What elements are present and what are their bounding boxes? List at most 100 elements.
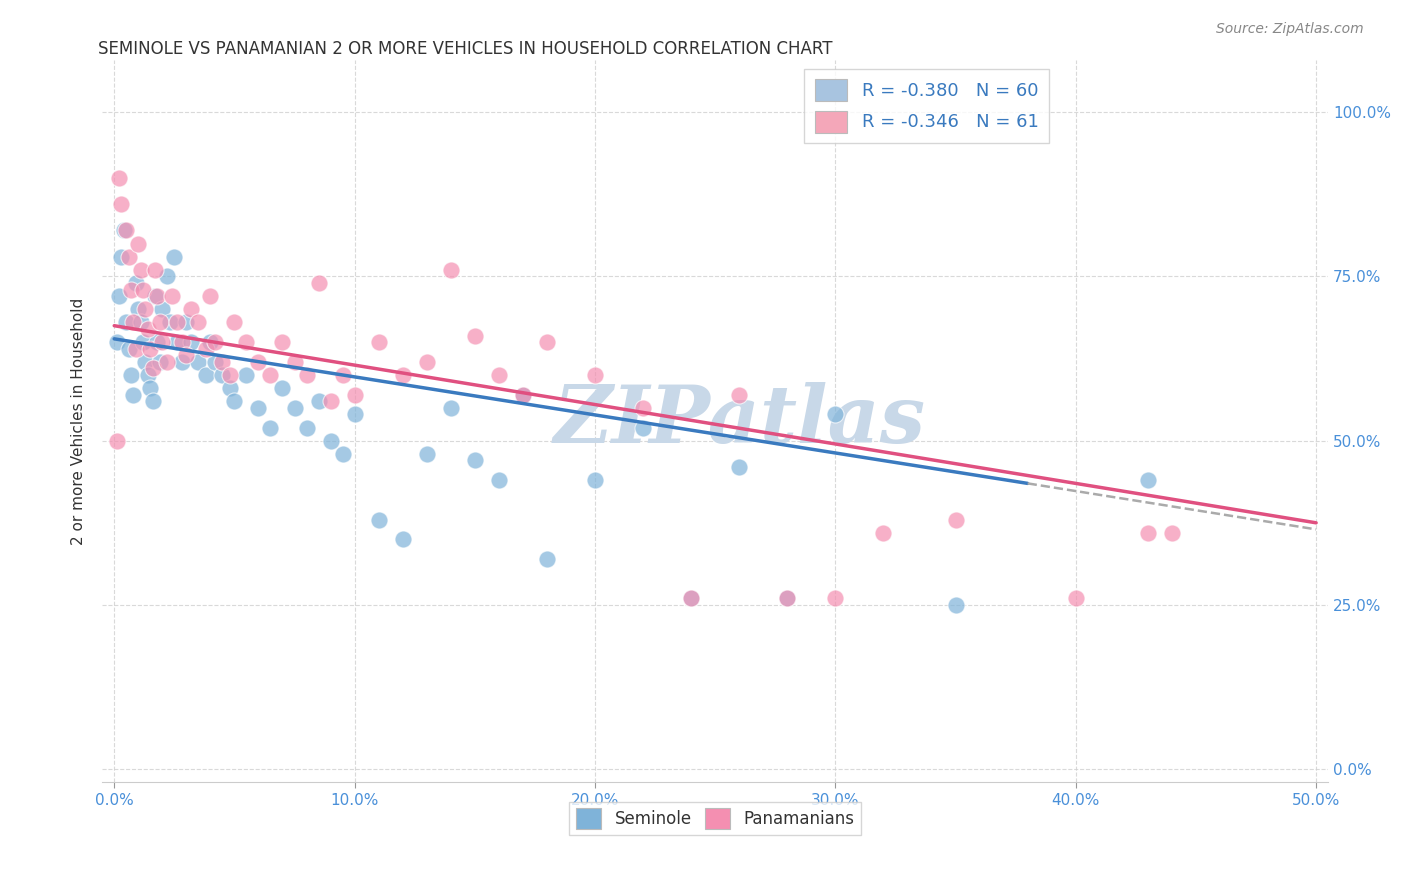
Point — [283, 355, 305, 369]
Point — [143, 289, 166, 303]
Point — [176, 315, 198, 329]
Y-axis label: 2 or more Vehicles in Household: 2 or more Vehicles in Household — [72, 297, 86, 545]
Point — [115, 315, 138, 329]
Point — [343, 387, 366, 401]
Point — [776, 591, 799, 606]
Point — [1136, 473, 1159, 487]
Point — [134, 355, 156, 369]
Point — [218, 368, 240, 382]
Text: ZIPatlas: ZIPatlas — [554, 383, 925, 459]
Point — [224, 394, 246, 409]
Point — [367, 512, 389, 526]
Point — [150, 302, 173, 317]
Point — [200, 335, 222, 350]
Point — [391, 533, 413, 547]
Point — [416, 355, 439, 369]
Point — [125, 276, 148, 290]
Text: SEMINOLE VS PANAMANIAN 2 OR MORE VEHICLES IN HOUSEHOLD CORRELATION CHART: SEMINOLE VS PANAMANIAN 2 OR MORE VEHICLE… — [98, 40, 832, 58]
Point — [142, 361, 165, 376]
Point — [824, 591, 846, 606]
Point — [129, 263, 152, 277]
Point — [194, 368, 217, 382]
Point — [194, 342, 217, 356]
Point — [139, 342, 162, 356]
Point — [224, 315, 246, 329]
Point — [125, 342, 148, 356]
Point — [108, 289, 131, 303]
Point — [129, 315, 152, 329]
Point — [204, 355, 226, 369]
Point — [776, 591, 799, 606]
Point — [536, 552, 558, 566]
Point — [146, 289, 169, 303]
Point — [367, 335, 389, 350]
Point — [211, 368, 233, 382]
Point — [464, 453, 486, 467]
Point — [112, 223, 135, 237]
Point — [120, 283, 142, 297]
Point — [134, 302, 156, 317]
Point — [824, 408, 846, 422]
Point — [166, 315, 188, 329]
Point — [156, 269, 179, 284]
Point — [319, 434, 342, 448]
Point — [160, 289, 183, 303]
Point — [139, 381, 162, 395]
Point — [118, 342, 141, 356]
Point — [259, 420, 281, 434]
Point — [149, 355, 172, 369]
Point — [143, 263, 166, 277]
Point — [536, 335, 558, 350]
Point — [170, 335, 193, 350]
Point — [512, 387, 534, 401]
Point — [283, 401, 305, 415]
Point — [120, 368, 142, 382]
Point — [176, 348, 198, 362]
Point — [110, 250, 132, 264]
Point — [488, 473, 510, 487]
Point — [110, 197, 132, 211]
Point — [295, 368, 318, 382]
Point — [416, 447, 439, 461]
Point — [1064, 591, 1087, 606]
Point — [132, 283, 155, 297]
Point — [108, 170, 131, 185]
Point — [159, 315, 181, 329]
Point — [319, 394, 342, 409]
Point — [583, 368, 606, 382]
Point — [343, 408, 366, 422]
Point — [218, 381, 240, 395]
Point — [728, 387, 751, 401]
Point — [872, 525, 894, 540]
Point — [166, 335, 188, 350]
Point — [247, 355, 270, 369]
Point — [308, 394, 330, 409]
Point — [945, 512, 967, 526]
Point — [170, 355, 193, 369]
Point — [187, 315, 209, 329]
Point — [149, 315, 172, 329]
Point — [945, 598, 967, 612]
Point — [136, 322, 159, 336]
Point — [235, 335, 257, 350]
Point — [464, 328, 486, 343]
Point — [146, 335, 169, 350]
Point — [115, 223, 138, 237]
Legend: Seminole, Panamanians: Seminole, Panamanians — [569, 802, 860, 836]
Point — [583, 473, 606, 487]
Point — [681, 591, 703, 606]
Point — [180, 302, 202, 317]
Point — [308, 276, 330, 290]
Point — [247, 401, 270, 415]
Point — [211, 355, 233, 369]
Point — [204, 335, 226, 350]
Point — [271, 381, 294, 395]
Point — [180, 335, 202, 350]
Point — [187, 355, 209, 369]
Point — [122, 387, 145, 401]
Point — [235, 368, 257, 382]
Point — [156, 355, 179, 369]
Point — [1160, 525, 1182, 540]
Point — [127, 302, 149, 317]
Point — [200, 289, 222, 303]
